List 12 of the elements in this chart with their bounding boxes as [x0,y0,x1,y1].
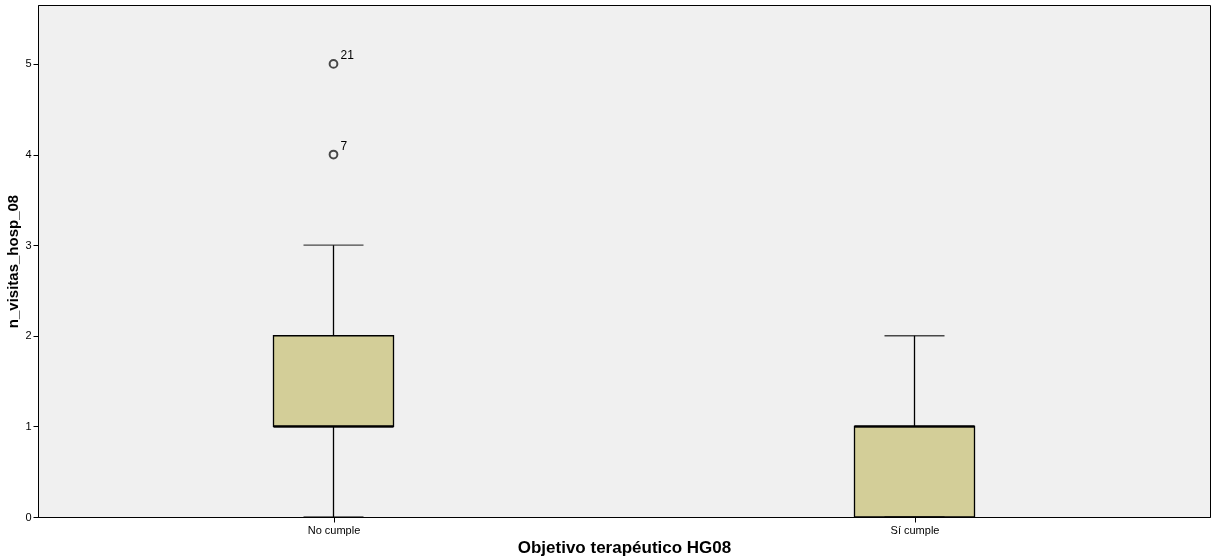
y-tick-label: 1 [25,419,32,432]
y-tick-label: 0 [25,510,32,523]
y-tick-label: 4 [25,148,32,161]
x-axis-title: Objetivo terapéutico HG08 [517,537,732,557]
x-tick-label: Sí cumple [890,523,940,536]
annotation: 21 [340,47,355,62]
y-axis-title: n_visitas_hosp_08 [4,194,22,329]
annotation: 7 [340,138,348,153]
y-tick-label: 3 [25,238,32,251]
x-tick-label: No cumple [307,523,361,536]
y-tick-label: 2 [25,329,32,342]
y-tick-label: 5 [25,57,32,70]
